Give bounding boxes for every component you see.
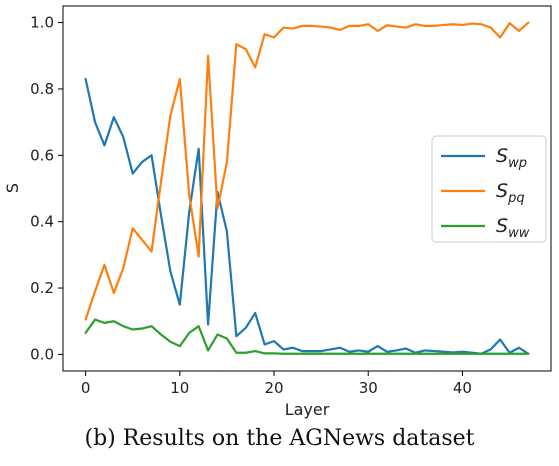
figure-caption: (b) Results on the AGNews dataset [84, 426, 475, 451]
x-axis-title: Layer [285, 400, 330, 419]
y-tick-label: 0.4 [30, 213, 54, 231]
x-axis-ticks: 0 10 20 30 40 [81, 371, 472, 397]
line-chart: 0 10 20 30 40 0.0 0.2 0.4 0.6 0.8 1.0 Layer S Swp… [3, 5, 552, 419]
y-tick-label: 0.0 [30, 345, 54, 363]
legend-subscript: wp [508, 156, 527, 171]
legend-subscript: ww [508, 226, 530, 241]
legend-subscript: pq [507, 191, 525, 206]
series-line-ww [84, 318, 530, 355]
legend-box [431, 135, 547, 243]
y-tick-label: 0.2 [30, 279, 54, 297]
x-tick-label: 40 [453, 379, 472, 397]
series-line-wp [84, 77, 530, 355]
x-tick-label: 0 [81, 379, 91, 397]
x-tick-label: 20 [264, 379, 283, 397]
x-tick-label: 30 [359, 379, 378, 397]
y-tick-label: 0.8 [30, 80, 54, 98]
series-lines [84, 21, 530, 355]
y-tick-label: 1.0 [30, 14, 54, 32]
y-axis-ticks: 0.0 0.2 0.4 0.6 0.8 1.0 [30, 14, 63, 363]
series-line-pq [84, 21, 530, 321]
y-tick-label: 0.6 [30, 146, 54, 164]
y-axis-title: S [3, 183, 22, 193]
x-tick-label: 10 [170, 379, 189, 397]
